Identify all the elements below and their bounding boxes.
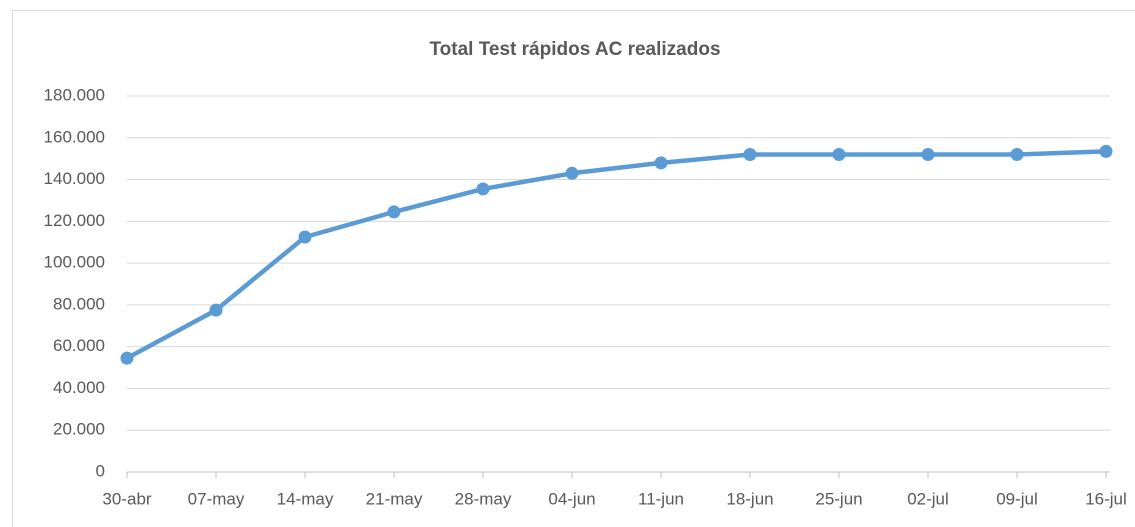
data-point	[743, 147, 757, 161]
chart-title: Total Test rápidos AC realizados	[429, 39, 720, 60]
data-point	[1010, 147, 1024, 161]
x-tick-label: 21-may	[366, 489, 423, 508]
y-tick-label: 60.000	[53, 336, 105, 355]
y-tick-label: 180.000	[44, 85, 105, 104]
x-tick-label: 04-jun	[548, 489, 595, 508]
y-tick-label: 40.000	[53, 378, 105, 397]
data-point	[120, 351, 134, 365]
y-tick-label: 80.000	[53, 294, 105, 313]
data-point	[654, 156, 668, 170]
x-tick-label: 30-abr	[102, 489, 151, 508]
x-tick-label: 09-jul	[996, 489, 1038, 508]
x-tick-label: 28-may	[455, 489, 512, 508]
y-tick-label: 100.000	[44, 253, 105, 272]
y-tick-label: 0	[96, 461, 105, 480]
y-tick-label: 20.000	[53, 420, 105, 439]
x-tick-label: 14-may	[277, 489, 334, 508]
data-point	[387, 205, 401, 219]
data-point	[1099, 144, 1113, 158]
data-point	[565, 166, 579, 180]
data-point	[832, 147, 846, 161]
y-tick-label: 160.000	[44, 127, 105, 146]
data-line	[125, 149, 1107, 361]
x-tick-label: 11-jun	[638, 489, 684, 508]
x-tick-label: 07-may	[188, 489, 245, 508]
x-tick-label: 25-jun	[815, 489, 862, 508]
data-point	[209, 303, 223, 317]
chart-frame	[12, 10, 1135, 527]
y-tick-label: 140.000	[44, 169, 105, 188]
data-point	[476, 182, 490, 196]
x-tick-label: 02-jul	[907, 489, 949, 508]
data-point	[298, 230, 312, 244]
y-tick-label: 120.000	[44, 211, 105, 230]
x-tick-label: 18-jun	[726, 489, 773, 508]
data-point	[921, 147, 935, 161]
x-tick-label: 16-jul	[1085, 489, 1127, 508]
